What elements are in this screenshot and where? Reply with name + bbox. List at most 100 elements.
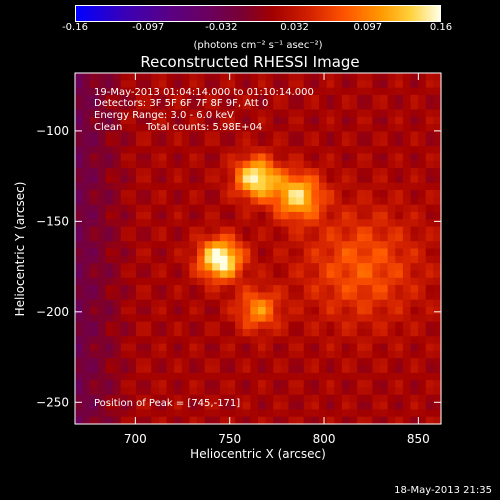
- heatmap-cell: [410, 94, 419, 103]
- heatmap-cell: [341, 182, 351, 191]
- heatmap-cell: [197, 160, 206, 169]
- heatmap-cell: [410, 314, 419, 323]
- heatmap-cell: [341, 102, 351, 111]
- heatmap-cell: [395, 182, 404, 191]
- x-tick-label: 800: [313, 432, 336, 446]
- heatmap-cell: [143, 190, 152, 198]
- heatmap-cell: [273, 255, 282, 264]
- heatmap-cell: [250, 248, 259, 257]
- heatmap-cell: [105, 219, 114, 228]
- heatmap-cell: [105, 233, 114, 242]
- heatmap-cell: [227, 211, 236, 220]
- heatmap-cell: [303, 131, 312, 140]
- heatmap-cell: [120, 204, 129, 213]
- heatmap-cell: [357, 211, 366, 220]
- heatmap-cell: [296, 394, 305, 403]
- heatmap-cell: [265, 285, 274, 293]
- heatmap-cell: [303, 175, 312, 184]
- heatmap-cell: [410, 394, 419, 403]
- heatmap-cell: [311, 277, 320, 286]
- heatmap-cell: [204, 175, 213, 184]
- heatmap-cell: [364, 314, 373, 323]
- heatmap-cell: [349, 314, 358, 323]
- heatmap-cell: [197, 350, 206, 359]
- heatmap-cell: [75, 175, 84, 184]
- heatmap-cell: [334, 226, 343, 235]
- heatmap-cell: [288, 197, 297, 206]
- heatmap-cell: [166, 131, 175, 140]
- heatmap-cell: [273, 270, 282, 279]
- heatmap-cell: [364, 124, 373, 133]
- heatmap-cell: [90, 233, 99, 242]
- heatmap-cell: [242, 204, 251, 213]
- heatmap-cell: [387, 204, 396, 213]
- heatmap-cell: [433, 153, 442, 162]
- heatmap-cell: [204, 146, 213, 155]
- heatmap-cell: [219, 270, 229, 279]
- heatmap-cell: [395, 175, 404, 184]
- heatmap-cell: [334, 204, 343, 213]
- heatmap-cell: [189, 402, 198, 410]
- heatmap-cell: [364, 131, 373, 140]
- heatmap-cell: [380, 350, 389, 359]
- heatmap-cell: [82, 328, 91, 337]
- heatmap-cell: [372, 380, 381, 389]
- heatmap-cell: [410, 146, 419, 155]
- heatmap-cell: [189, 314, 198, 323]
- heatmap-cell: [128, 328, 137, 337]
- heatmap-cell: [334, 409, 343, 418]
- heatmap-cell: [97, 292, 107, 301]
- heatmap-cell: [212, 131, 221, 140]
- heatmap-cell: [319, 116, 328, 125]
- heatmap-cell: [364, 328, 373, 337]
- heatmap-cell: [143, 233, 152, 242]
- heatmap-cell: [380, 307, 389, 315]
- heatmap-cell: [82, 219, 91, 228]
- heatmap-cell: [174, 299, 183, 308]
- heatmap-cell: [387, 263, 396, 272]
- heatmap-cell: [212, 73, 221, 81]
- heatmap-cell: [395, 160, 404, 169]
- heatmap-cell: [189, 87, 198, 96]
- heatmap-cell: [311, 248, 320, 257]
- heatmap-cell: [227, 80, 236, 89]
- heatmap-cell: [128, 131, 137, 140]
- heatmap-cell: [433, 248, 442, 257]
- heatmap-cell: [364, 116, 373, 125]
- heatmap-cell: [82, 138, 91, 147]
- heatmap-cell: [181, 358, 190, 367]
- heatmap-cell: [280, 204, 290, 213]
- heatmap-cell: [204, 87, 213, 96]
- heatmap-cell: [158, 402, 168, 410]
- heatmap-cell: [334, 285, 343, 293]
- heatmap-cell: [372, 131, 381, 140]
- heatmap-cell: [105, 270, 114, 279]
- heatmap-cell: [303, 365, 312, 374]
- heatmap-cell: [151, 204, 160, 213]
- heatmap-cell: [143, 211, 152, 220]
- heatmap-cell: [311, 307, 320, 315]
- heatmap-cell: [296, 336, 305, 345]
- heatmap-cell: [380, 285, 389, 293]
- heatmap-cell: [250, 263, 259, 272]
- heatmap-cell: [273, 343, 282, 352]
- heatmap-cell: [280, 116, 290, 125]
- heatmap-cell: [395, 292, 404, 301]
- heatmap-cell: [380, 168, 389, 176]
- heatmap-cell: [288, 321, 297, 330]
- heatmap-cell: [311, 175, 320, 184]
- heatmap-cell: [151, 365, 160, 374]
- heatmap-cell: [395, 263, 404, 272]
- heatmap-cell: [197, 73, 206, 81]
- heatmap-cell: [204, 350, 213, 359]
- heatmap-cell: [357, 182, 366, 191]
- heatmap-cell: [235, 197, 244, 206]
- heatmap-cell: [311, 73, 320, 81]
- heatmap-cell: [288, 270, 297, 279]
- heatmap-cell: [280, 102, 290, 111]
- heatmap-cell: [174, 102, 183, 111]
- heatmap-cell: [197, 102, 206, 111]
- heatmap-cell: [136, 102, 145, 111]
- heatmap-cell: [364, 285, 373, 293]
- heatmap-cell: [319, 255, 328, 264]
